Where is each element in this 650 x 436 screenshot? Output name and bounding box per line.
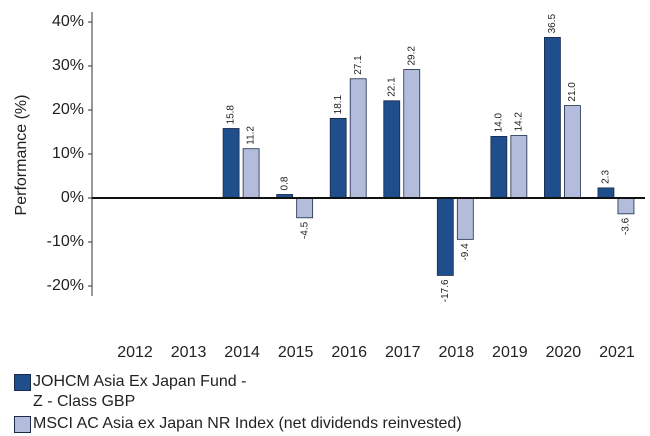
y-tick-label: 10% <box>52 145 84 162</box>
bar <box>510 135 528 199</box>
bar <box>617 197 635 215</box>
value-label: 21.0 <box>567 82 578 102</box>
bar <box>329 117 347 199</box>
value-label: 18.1 <box>333 94 344 114</box>
legend: JOHCM Asia Ex Japan Fund - Z - Class GBP… <box>14 372 462 436</box>
value-label: 2.3 <box>601 170 612 184</box>
legend-swatch <box>14 374 31 391</box>
y-axis-label: Performance (%) <box>13 95 30 216</box>
x-tick-label: 2020 <box>546 344 582 361</box>
bar <box>383 100 401 199</box>
bar <box>403 69 421 199</box>
value-label: 27.1 <box>353 55 364 75</box>
y-tick-label: 40% <box>52 13 84 30</box>
value-label: -4.5 <box>299 221 310 239</box>
value-label: 14.2 <box>513 112 524 132</box>
value-label: 11.2 <box>246 126 257 145</box>
x-tick-label: 2015 <box>278 344 314 361</box>
value-label: -17.6 <box>440 279 451 302</box>
bar <box>242 148 260 199</box>
bar <box>597 187 615 199</box>
value-label: 15.8 <box>226 105 237 125</box>
x-tick-label: 2014 <box>224 344 260 361</box>
y-tick-label: 30% <box>52 57 84 74</box>
value-label: 14.0 <box>493 112 504 132</box>
value-label: -3.6 <box>621 217 632 235</box>
x-tick-label: 2012 <box>117 344 153 361</box>
bar <box>349 78 367 199</box>
x-tick-label: 2013 <box>171 344 207 361</box>
value-label: 22.1 <box>386 77 397 97</box>
legend-swatch <box>14 416 31 433</box>
bar <box>296 197 314 219</box>
value-label: 36.5 <box>547 13 558 33</box>
legend-label: JOHCM Asia Ex Japan Fund - Z - Class GBP <box>33 373 247 410</box>
y-tick-label: 0% <box>61 189 84 206</box>
y-tick-label: 20% <box>52 101 84 118</box>
x-tick-label: 2017 <box>385 344 421 361</box>
value-label: 0.8 <box>279 176 290 190</box>
x-tick-label: 2018 <box>439 344 475 361</box>
value-label: -9.4 <box>460 243 471 261</box>
bar <box>436 197 454 276</box>
legend-label: MSCI AC Asia ex Japan NR Index (net divi… <box>33 415 462 432</box>
y-tick-label: -20% <box>47 277 84 294</box>
bar <box>490 135 508 199</box>
bar <box>544 37 561 199</box>
bar <box>564 105 581 199</box>
legend-item: JOHCM Asia Ex Japan Fund - Z - Class GBP <box>14 372 462 412</box>
x-tick-label: 2019 <box>492 344 528 361</box>
legend-item: MSCI AC Asia ex Japan NR Index (net divi… <box>14 414 462 434</box>
y-tick-label: -10% <box>47 233 84 250</box>
x-tick-label: 2021 <box>599 344 635 361</box>
x-tick-label: 2016 <box>331 344 367 361</box>
bar <box>456 197 474 240</box>
value-label: 29.2 <box>406 46 417 66</box>
bar <box>222 128 240 199</box>
